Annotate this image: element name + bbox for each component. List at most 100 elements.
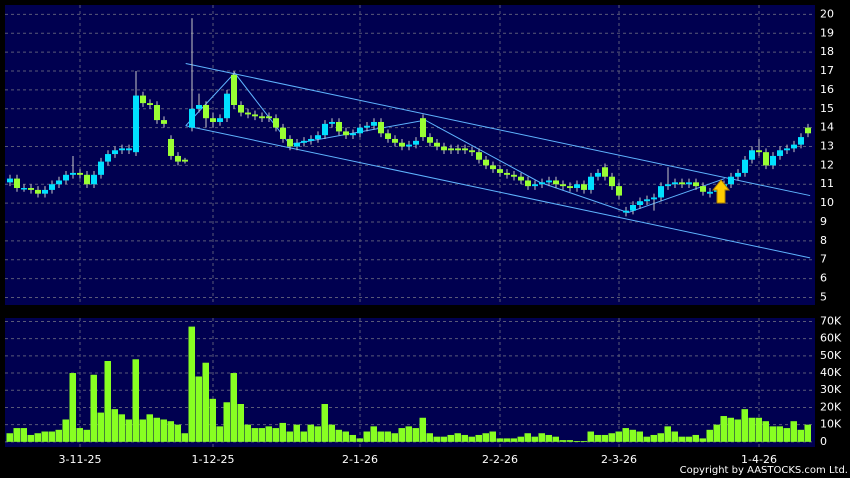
- candle-body: [266, 116, 272, 119]
- candle-body: [413, 140, 419, 145]
- candle-body: [273, 118, 279, 128]
- volume-bar: [20, 428, 27, 442]
- volume-bar: [342, 431, 349, 442]
- candle-body: [476, 152, 482, 160]
- candle-body: [63, 174, 69, 181]
- y-tick-label: 8: [820, 234, 827, 247]
- candle-body: [259, 116, 265, 119]
- volume-bar: [62, 419, 69, 442]
- volume-bar: [671, 431, 678, 442]
- volume-bar: [321, 404, 328, 442]
- volume-bar: [160, 419, 167, 442]
- volume-bar: [118, 414, 125, 442]
- candle-body: [385, 133, 391, 139]
- volume-bar: [636, 431, 643, 442]
- volume-bar: [587, 431, 594, 442]
- volume-bar: [650, 434, 657, 442]
- volume-bar: [440, 436, 447, 442]
- volume-bar: [573, 440, 580, 442]
- y-tick-label: 40K: [820, 366, 842, 379]
- volume-bar: [251, 428, 258, 442]
- volume-bar: [97, 412, 104, 442]
- trendline: [185, 63, 811, 197]
- volume-bar: [90, 374, 97, 442]
- volume-bar: [552, 436, 559, 442]
- y-tick-label: 18: [820, 45, 834, 58]
- volume-bar: [76, 428, 83, 442]
- candle-body: [672, 182, 678, 185]
- candle-body: [378, 121, 384, 134]
- candle-body: [315, 135, 321, 139]
- candle-body: [49, 184, 55, 190]
- volume-bar: [181, 433, 188, 442]
- candle-body: [490, 165, 496, 170]
- candle-body: [651, 197, 657, 200]
- y-tick-label: 0: [820, 435, 827, 448]
- candle-body: [665, 184, 671, 187]
- y-tick-label: 19: [820, 26, 834, 39]
- candle-body: [336, 121, 342, 132]
- candle-body: [749, 150, 755, 160]
- volume-bar: [741, 409, 748, 442]
- volume-bar: [622, 428, 629, 442]
- candle-body: [756, 150, 762, 153]
- candle-body: [210, 118, 216, 122]
- x-tick-label: 1-4-26: [741, 453, 777, 466]
- candle-body: [623, 210, 629, 213]
- volume-bar: [475, 434, 482, 442]
- candle-body: [616, 186, 622, 196]
- candle-body: [217, 118, 223, 122]
- y-tick-label: 6: [820, 272, 827, 285]
- y-tick-label: 16: [820, 83, 834, 96]
- y-tick-label: 5: [820, 290, 827, 303]
- x-tick-label: 1-12-25: [192, 453, 235, 466]
- volume-bar: [566, 440, 573, 442]
- volume-bar: [678, 436, 685, 442]
- candle-body: [728, 176, 734, 185]
- volume-bar: [608, 433, 615, 442]
- volume-bar: [398, 428, 405, 442]
- volume-bar: [454, 433, 461, 442]
- candle-body: [595, 172, 601, 177]
- candle-body: [14, 178, 20, 189]
- volume-bar: [300, 431, 307, 442]
- candle-body: [539, 182, 545, 185]
- candle-body: [455, 148, 461, 151]
- volume-bar: [496, 438, 503, 442]
- candle-body: [574, 184, 580, 189]
- volume-bar: [433, 436, 440, 442]
- volume-bar: [734, 419, 741, 442]
- volume-bar: [174, 424, 181, 442]
- volume-bar: [314, 426, 321, 442]
- volume-bar: [629, 429, 636, 442]
- candle-body: [735, 172, 741, 177]
- volume-bar: [307, 424, 314, 442]
- volume-bar: [699, 438, 706, 442]
- volume-bar: [230, 373, 237, 442]
- candle-body: [399, 142, 405, 147]
- candle-body: [658, 186, 664, 198]
- candle-body: [231, 74, 237, 105]
- candle-body: [70, 172, 76, 175]
- volume-bar: [720, 416, 727, 442]
- candle-body: [77, 172, 83, 175]
- candle-body: [196, 105, 202, 109]
- candle-body: [7, 178, 13, 183]
- volume-bar: [412, 428, 419, 442]
- volume-bar: [426, 433, 433, 442]
- candle-body: [609, 176, 615, 187]
- volume-bar: [188, 326, 195, 442]
- candle-body: [238, 105, 244, 113]
- candle-body: [483, 159, 489, 166]
- volume-bar: [209, 398, 216, 442]
- volume-bar: [797, 429, 804, 442]
- candle-body: [28, 188, 34, 190]
- volume-bar: [503, 438, 510, 442]
- volume-bar: [265, 426, 272, 442]
- candle-body: [280, 127, 286, 139]
- x-tick-label: 2-3-26: [601, 453, 637, 466]
- volume-bar: [489, 431, 496, 442]
- volume-bar: [664, 426, 671, 442]
- candle-body: [42, 189, 48, 194]
